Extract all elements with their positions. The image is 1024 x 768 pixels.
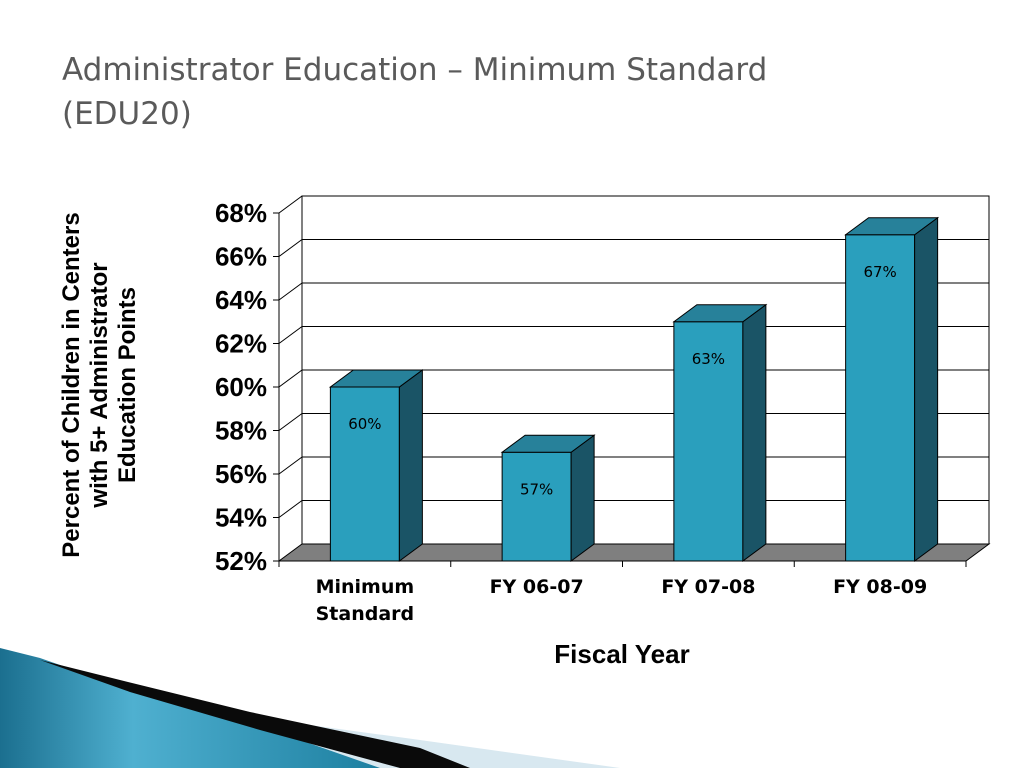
- x-tick-label: FY 08-09: [833, 576, 927, 598]
- gridline-side: [278, 500, 303, 518]
- x-tick-label: Standard: [316, 603, 415, 625]
- y-tick-label: 56%: [215, 459, 267, 489]
- x-tick-label: FY 07-08: [661, 576, 755, 598]
- y-tick-label: 52%: [215, 546, 267, 576]
- data-label: 57%: [520, 480, 553, 498]
- bar-top: [328, 369, 424, 388]
- page-title: Administrator Education – Minimum Standa…: [62, 48, 942, 136]
- bar: [845, 234, 916, 562]
- title-line-1: Administrator Education – Minimum Standa…: [62, 52, 768, 88]
- bar: [329, 386, 400, 562]
- x-tick-label: FY 06-07: [490, 576, 584, 598]
- gridline-side: [278, 195, 303, 214]
- y-tick-label: 60%: [215, 372, 267, 402]
- data-label: 67%: [863, 263, 896, 281]
- y-tick-label: 62%: [215, 329, 267, 359]
- data-label: 60%: [348, 415, 381, 433]
- data-label: 63%: [692, 350, 725, 368]
- y-tick-label: 66%: [215, 242, 267, 272]
- x-tick-label: Minimum: [316, 576, 415, 598]
- gridline-side: [278, 369, 303, 388]
- y-tick-label: 58%: [215, 416, 267, 446]
- gridline-side: [278, 282, 303, 301]
- x-axis-title: Fiscal Year: [554, 639, 690, 669]
- title-line-2: (EDU20): [62, 96, 192, 132]
- y-tick-label: 68%: [215, 198, 267, 228]
- y-tick-label: 64%: [215, 285, 267, 315]
- swoosh-black: [40, 660, 470, 768]
- bar: [501, 451, 572, 562]
- bar-top: [672, 304, 768, 323]
- gridline-side: [278, 413, 303, 431]
- gridline-side: [278, 239, 303, 257]
- bar-top: [500, 434, 596, 453]
- gridline-side: [278, 326, 303, 344]
- y-tick-label: 54%: [215, 503, 267, 533]
- plot-area: [279, 196, 989, 561]
- bar-top: [844, 217, 940, 236]
- gridline-side: [278, 456, 303, 475]
